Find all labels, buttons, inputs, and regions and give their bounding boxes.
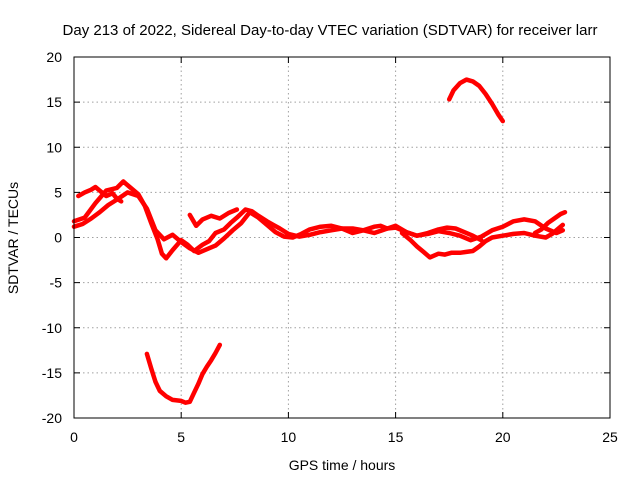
grid-layer [74, 57, 610, 418]
y-tick-label: -15 [42, 365, 62, 381]
x-axis-label: GPS time / hours [289, 457, 396, 473]
y-tick-label: -10 [42, 320, 62, 336]
y-tick-label: -5 [50, 275, 63, 291]
series-layer [71, 77, 568, 405]
y-axis-label: SDTVAR / TECUs [5, 182, 21, 294]
y-tick-label: 10 [46, 139, 62, 155]
x-tick-label: 0 [70, 429, 78, 445]
x-tick-label: 20 [495, 429, 511, 445]
series-line-arc-2 [71, 190, 484, 256]
y-tick-label: 0 [54, 230, 62, 246]
y-tick-label: 5 [54, 184, 62, 200]
chart-title: Day 213 of 2022, Sidereal Day-to-day VTE… [63, 22, 598, 39]
y-tick-label: -20 [42, 410, 62, 426]
tick-layer: 0 5 10 15 20 25 20 15 10 5 0 -5 -10 -15 -20 [42, 49, 618, 445]
series-line-arc-1 [71, 179, 566, 261]
x-tick-label: 5 [177, 429, 185, 445]
x-tick-label: 10 [281, 429, 297, 445]
series-line-arc-5 [399, 222, 566, 260]
y-tick-label: 20 [46, 49, 62, 65]
series-line-arc-3 [76, 184, 124, 204]
x-tick-label: 25 [602, 429, 618, 445]
y-tick-label: 15 [46, 94, 62, 110]
series-line-arc-4 [187, 207, 240, 229]
x-tick-label: 15 [388, 429, 404, 445]
series-line-arc-6 [532, 209, 568, 236]
series-line-arc-7 [446, 77, 506, 124]
series-line-arc-8 [144, 342, 223, 405]
